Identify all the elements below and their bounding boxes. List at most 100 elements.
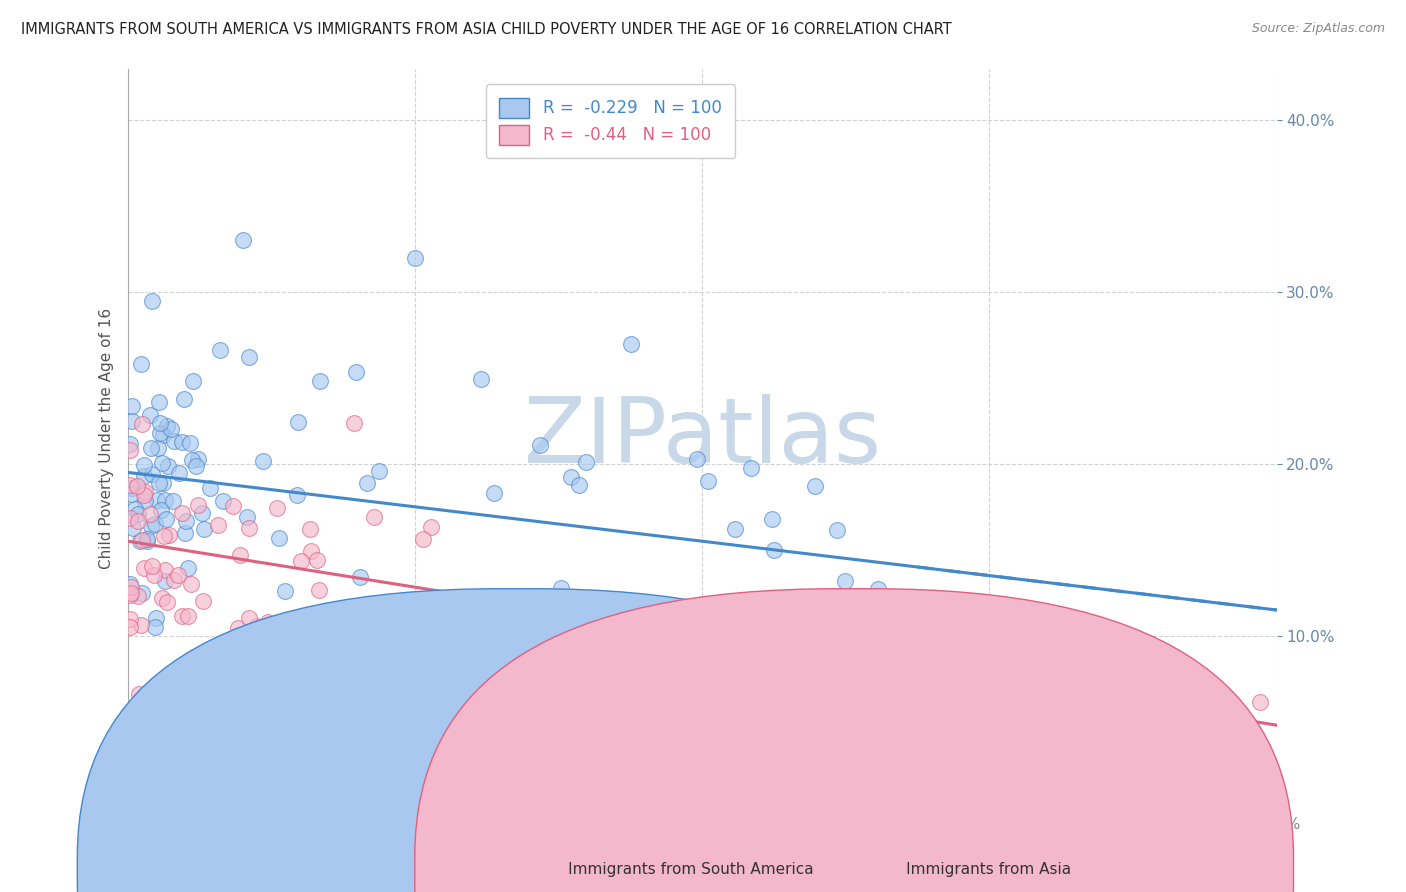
Point <box>207 517 229 532</box>
Point <box>804 479 827 493</box>
Point <box>529 438 551 452</box>
Point <box>141 441 163 455</box>
Point <box>139 519 162 533</box>
Point <box>139 507 162 521</box>
Point <box>135 532 157 546</box>
Point <box>309 375 332 389</box>
Point <box>349 570 371 584</box>
Point <box>758 730 780 744</box>
Point <box>132 488 155 502</box>
Point <box>134 458 156 472</box>
Point <box>761 512 783 526</box>
Point <box>118 443 141 458</box>
Point <box>273 583 295 598</box>
Point <box>162 668 184 682</box>
Point <box>181 452 204 467</box>
Point <box>121 414 143 428</box>
Point <box>823 657 845 671</box>
Point <box>124 502 146 516</box>
Point <box>997 758 1019 772</box>
Point <box>307 553 329 567</box>
Point <box>598 597 620 611</box>
Point <box>411 658 433 673</box>
Point <box>118 620 141 634</box>
Point <box>245 627 267 641</box>
Point <box>439 614 461 628</box>
Point <box>460 634 482 648</box>
Point <box>1182 722 1205 736</box>
Text: Immigrants from South America: Immigrants from South America <box>534 863 814 877</box>
Point <box>620 336 643 351</box>
Point <box>229 548 252 562</box>
Point <box>558 591 581 606</box>
Point <box>419 520 441 534</box>
Point <box>252 454 274 468</box>
Point <box>121 399 143 413</box>
Point <box>150 591 173 605</box>
Point <box>1125 782 1147 797</box>
Point <box>399 743 422 757</box>
Point <box>179 436 201 450</box>
Point <box>704 618 727 632</box>
Point <box>134 560 156 574</box>
Point <box>1219 732 1241 747</box>
Point <box>152 428 174 442</box>
Point <box>238 521 260 535</box>
Point <box>174 514 197 528</box>
Point <box>125 479 148 493</box>
Point <box>574 455 596 469</box>
Point <box>695 712 717 726</box>
Point <box>724 522 747 536</box>
Point <box>222 499 245 513</box>
Point <box>141 467 163 481</box>
Point <box>150 456 173 470</box>
Point <box>759 602 782 616</box>
Point <box>118 577 141 591</box>
Point <box>266 500 288 515</box>
Point <box>129 534 152 549</box>
Point <box>170 435 193 450</box>
Point <box>120 487 142 501</box>
Point <box>187 452 209 467</box>
Point <box>696 474 718 488</box>
Point <box>186 458 208 473</box>
Point <box>924 783 946 797</box>
Point <box>868 582 890 597</box>
Point <box>285 488 308 502</box>
Point <box>813 650 835 665</box>
Point <box>775 596 797 610</box>
Point <box>367 464 389 478</box>
Point <box>163 434 186 449</box>
Point <box>429 632 451 646</box>
Point <box>1011 704 1033 718</box>
Point <box>599 623 621 637</box>
Point <box>356 476 378 491</box>
Point <box>267 531 290 545</box>
Point <box>1085 708 1108 723</box>
Point <box>943 747 966 761</box>
Point <box>783 774 806 789</box>
Point <box>153 529 176 543</box>
Point <box>740 460 762 475</box>
Point <box>120 586 142 600</box>
Point <box>131 417 153 431</box>
Point <box>301 543 323 558</box>
Point <box>238 610 260 624</box>
Point <box>155 512 177 526</box>
Point <box>238 350 260 364</box>
Point <box>232 234 254 248</box>
Point <box>187 498 209 512</box>
Point <box>346 365 368 379</box>
Point <box>290 553 312 567</box>
Point <box>129 618 152 632</box>
Point <box>153 563 176 577</box>
Point <box>155 493 177 508</box>
Legend: R =  -0.229   N = 100, R =  -0.44   N = 100: R = -0.229 N = 100, R = -0.44 N = 100 <box>486 84 735 158</box>
Point <box>1122 765 1144 780</box>
Point <box>224 690 246 704</box>
Point <box>167 466 190 480</box>
Point <box>371 615 394 629</box>
Point <box>120 580 142 594</box>
Point <box>177 561 200 575</box>
Point <box>308 583 330 598</box>
